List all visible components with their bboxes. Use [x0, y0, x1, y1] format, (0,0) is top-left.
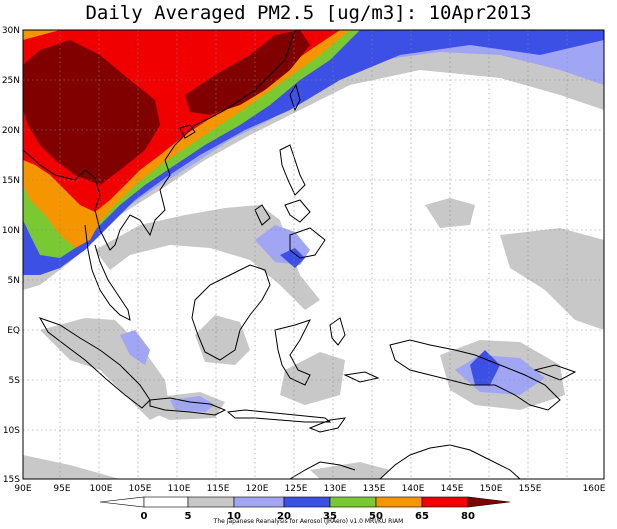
coast-malay-peninsula: [84, 224, 131, 321]
lon-axis: 90E 95E 100E 105E 110E 115E 120E 125E 13…: [14, 484, 605, 494]
coast-mainland: [23, 30, 296, 251]
lon-tick: 95E: [53, 484, 70, 494]
coast-borneo: [191, 264, 271, 361]
coast-hainan: [179, 124, 196, 139]
coast-java: [149, 397, 227, 416]
coast-seram: [343, 371, 380, 383]
lat-axis: 30N 25N 20N 15N 10N 5N EQ 5S 10S 15S: [2, 26, 20, 485]
lat-tick: 15S: [3, 475, 20, 485]
coast-lesser-sunda: [226, 409, 332, 423]
map-title: Daily Averaged PM2.5 [ug/m3]: 10Apr2013: [85, 2, 532, 24]
colorbar-label: 20: [277, 511, 291, 522]
lat-tick: 10S: [3, 426, 20, 436]
field-gray-sulawesi: [280, 352, 345, 405]
coast-halmahera: [329, 317, 346, 346]
field-gray-east: [425, 198, 475, 228]
colorbar-label: 65: [415, 511, 429, 522]
colorbar-label: 35: [323, 511, 337, 522]
colorbar-label: 0: [141, 511, 148, 522]
lat-tick: 5N: [8, 276, 20, 286]
colorbar-seg: [375, 496, 423, 508]
map-frame: [22, 29, 605, 480]
credit-text: The Japanese Reanalysis for Aerosol (JRA…: [213, 518, 404, 525]
colorbar: 0 5 10 20 35 50 65 80: [99, 496, 511, 522]
coast-new-britain: [533, 364, 577, 381]
lon-tick: 130E: [324, 484, 347, 494]
field-blue-png-core: [470, 350, 500, 385]
colorbar-arrow-high: [467, 496, 511, 508]
lon-tick: 115E: [207, 484, 230, 494]
colorbar-seg: [283, 496, 331, 508]
colorbar-seg: [233, 496, 285, 508]
lon-tick: 140E: [402, 484, 425, 494]
colorbar-label: 5: [185, 511, 192, 522]
coast-australia-west: [289, 461, 356, 479]
colorbar-seg: [421, 496, 469, 508]
lon-tick: 150E: [480, 484, 503, 494]
coast-palawan: [254, 204, 271, 226]
field-gray-borneo: [195, 315, 250, 365]
gridlines: [23, 30, 604, 479]
colorbar-label: 10: [227, 511, 241, 522]
lon-tick: 155E: [519, 484, 542, 494]
field-gray-south: [23, 455, 120, 479]
lon-tick: 105E: [129, 484, 152, 494]
coast-timor: [308, 417, 347, 433]
colorbar-label: 50: [369, 511, 383, 522]
lat-tick: 15N: [2, 176, 20, 186]
colorbar-seg: [187, 496, 235, 508]
coastlines: [23, 30, 577, 479]
lat-tick: 25N: [2, 76, 20, 86]
lon-tick: 125E: [285, 484, 308, 494]
coast-taiwan: [289, 83, 301, 112]
coast-sulawesi: [274, 319, 311, 386]
lat-tick: 30N: [2, 26, 20, 36]
lon-tick: 145E: [441, 484, 464, 494]
lon-tick: 110E: [168, 484, 191, 494]
lat-tick: EQ: [7, 326, 20, 336]
lat-tick: 20N: [2, 126, 20, 136]
lat-tick: 10N: [2, 226, 20, 236]
colorbar-seg: [143, 496, 189, 508]
lon-tick: 160E: [583, 484, 606, 494]
coast-new-guinea: [389, 339, 561, 411]
lon-tick: 135E: [363, 484, 386, 494]
coast-luzon: [279, 144, 306, 196]
coast-visayas: [284, 199, 311, 223]
colorbar-arrow-low: [99, 496, 145, 508]
field-gray-south-east: [310, 462, 390, 479]
field-gray-pacific: [500, 228, 604, 330]
lat-tick: 5S: [9, 376, 21, 386]
coast-sumatra: [38, 317, 151, 409]
field-blue-mindanao: [280, 248, 305, 268]
coast-mindanao: [289, 227, 326, 259]
lon-tick: 90E: [14, 484, 31, 494]
colorbar-label: 80: [461, 511, 475, 522]
lon-tick: 100E: [90, 484, 113, 494]
field-lightblue-sumatra: [120, 330, 150, 365]
lon-tick: 120E: [246, 484, 269, 494]
colorbar-seg: [329, 496, 377, 508]
field-darkred-indochina: [23, 40, 160, 185]
